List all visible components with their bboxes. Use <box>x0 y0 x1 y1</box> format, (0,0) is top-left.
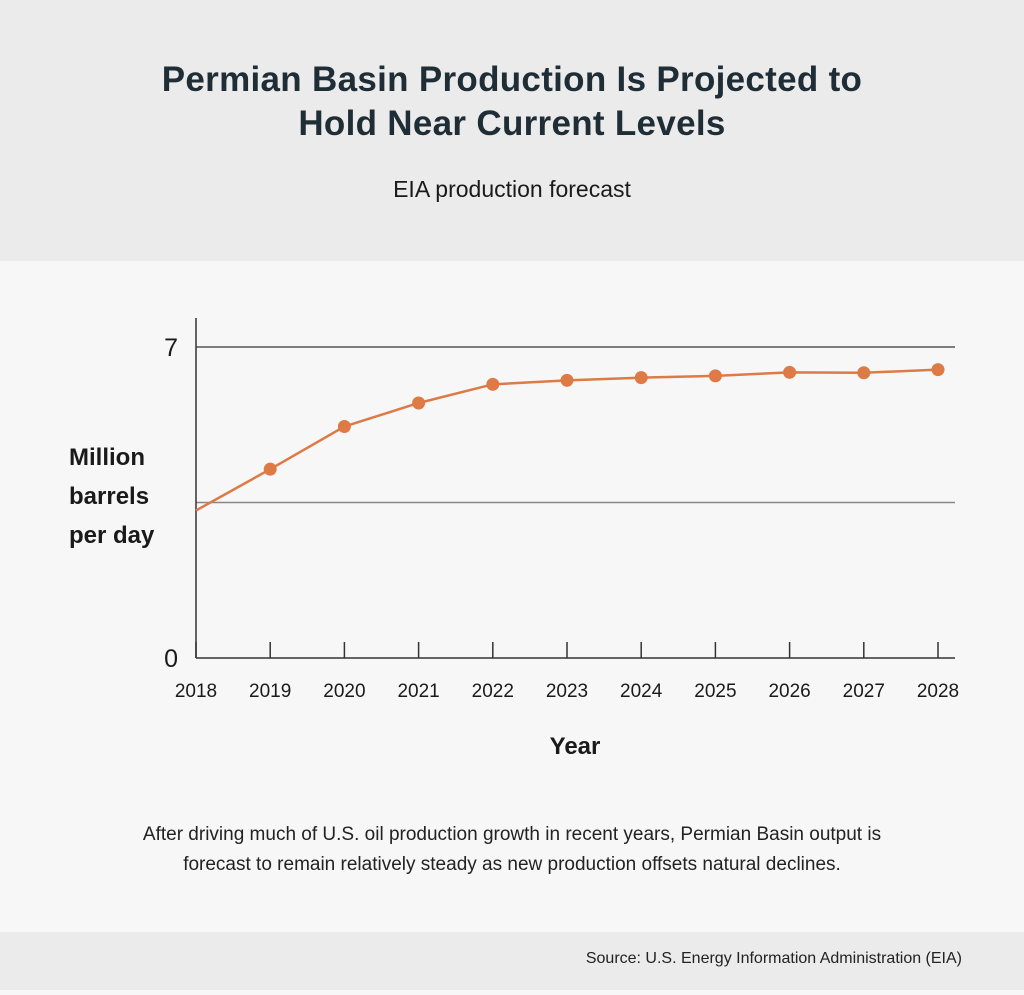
x-tick-label: 2028 <box>917 681 959 702</box>
data-point <box>708 369 722 383</box>
data-point <box>783 365 797 379</box>
x-tick-label: 2027 <box>843 681 885 702</box>
x-tick-label: 2026 <box>768 681 810 702</box>
caption: After driving much of U.S. oil productio… <box>80 820 944 880</box>
data-point <box>412 396 426 410</box>
chart-title: Permian Basin Production Is Projected to… <box>0 58 1024 146</box>
data-point <box>337 420 351 434</box>
chart-subtitle: EIA production forecast <box>393 176 631 202</box>
header-band <box>0 0 1024 261</box>
x-tick-label: 2020 <box>323 681 365 702</box>
data-point <box>857 366 871 380</box>
data-point <box>486 377 500 391</box>
y-axis-label: Million barrels per day <box>69 438 189 555</box>
title-line: Permian Basin Production Is Projected to <box>161 60 863 99</box>
title-line: Hold Near Current Levels <box>298 104 726 143</box>
x-tick-label: 2024 <box>620 681 663 702</box>
y-tick-label: 0 <box>164 645 178 673</box>
series-line <box>195 368 939 512</box>
y-label-line: barrels <box>69 483 150 510</box>
data-point <box>560 373 574 387</box>
x-tick-label: 2019 <box>249 681 291 702</box>
x-tick-label: 2021 <box>397 681 439 702</box>
x-tick-label: 2023 <box>546 681 588 702</box>
caption-line: After driving much of U.S. oil productio… <box>142 824 882 845</box>
x-tick-label: 2025 <box>694 681 736 702</box>
data-point <box>634 371 648 385</box>
x-axis-label: Year <box>549 733 601 760</box>
source-note: Source: U.S. Energy Information Administ… <box>585 950 962 967</box>
footer-band <box>0 932 1024 990</box>
y-tick-label: 7 <box>164 334 178 362</box>
data-point <box>931 363 945 377</box>
x-tick-label: 2022 <box>472 681 514 702</box>
data-point <box>263 462 277 476</box>
caption-line: forecast to remain relatively steady as … <box>183 854 841 875</box>
y-label-line: per day <box>69 522 155 549</box>
y-label-line: Million <box>69 444 145 471</box>
x-tick-label: 2018 <box>175 681 217 702</box>
